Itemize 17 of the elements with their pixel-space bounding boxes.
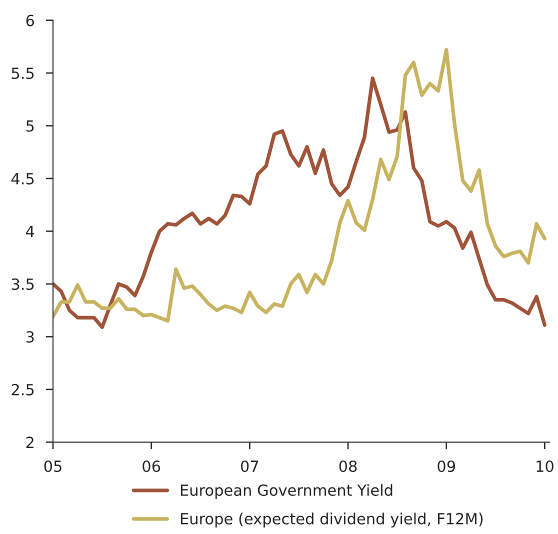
y-tick-label: 5 bbox=[26, 120, 34, 132]
x-tick-label: 05 bbox=[44, 460, 62, 472]
y-tick-label: 4 bbox=[26, 226, 34, 238]
x-tick-label: 10 bbox=[536, 460, 554, 472]
y-tick-label: 2.5 bbox=[12, 384, 34, 396]
x-tick-label: 08 bbox=[339, 460, 357, 472]
legend-label: Europe (expected dividend yield, F12M) bbox=[180, 512, 483, 528]
y-tick-label: 6 bbox=[26, 14, 34, 26]
y-tick-label: 3.5 bbox=[12, 278, 34, 290]
y-tick-label: 5.5 bbox=[12, 68, 34, 80]
x-tick-label: 09 bbox=[438, 460, 456, 472]
x-tick-label: 06 bbox=[142, 460, 160, 472]
x-tick-label: 07 bbox=[240, 460, 258, 472]
y-tick-label: 4.5 bbox=[11, 173, 34, 185]
y-tick-label: 2 bbox=[26, 436, 34, 448]
y-tick-label: 3 bbox=[26, 331, 34, 343]
legend-label: European Government Yield bbox=[180, 484, 392, 499]
